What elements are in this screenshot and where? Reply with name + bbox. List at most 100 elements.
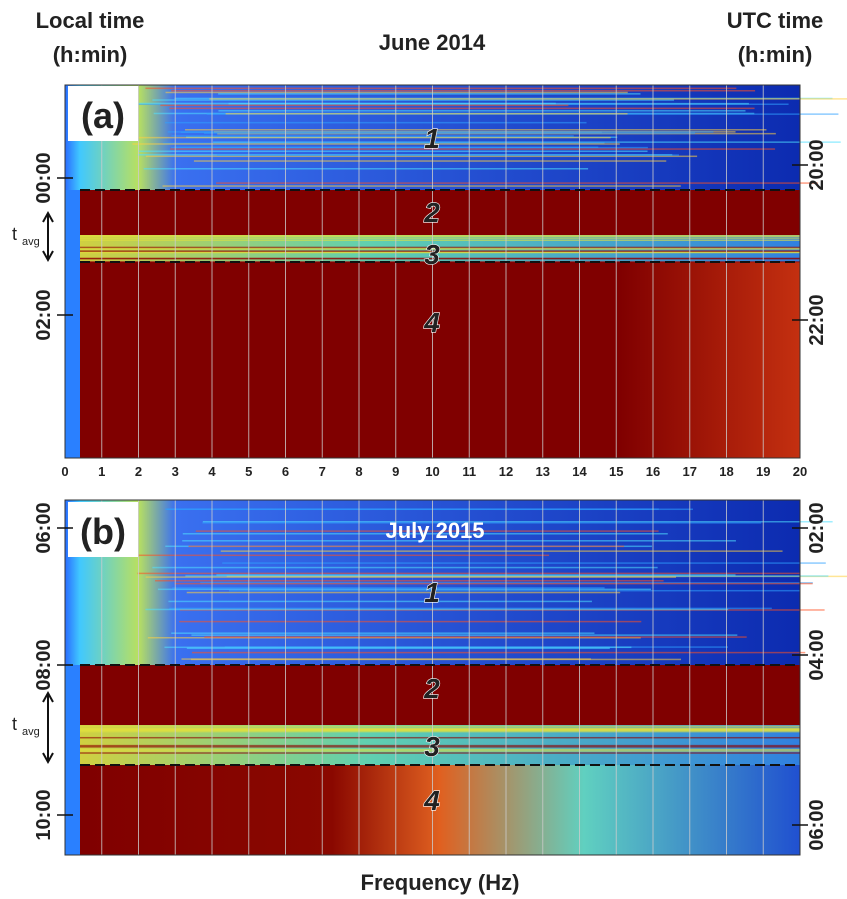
x-tick-label: 9 xyxy=(392,464,399,479)
noise-stripe xyxy=(80,257,800,260)
x-tick-label: 13 xyxy=(536,464,550,479)
x-tick-label: 3 xyxy=(172,464,179,479)
noise-stripe xyxy=(133,102,556,105)
region-label: 2 xyxy=(423,197,440,228)
region-label: 4 xyxy=(423,307,440,338)
noise-stripe xyxy=(216,574,736,576)
noise-stripe xyxy=(163,142,605,144)
noise-stripe xyxy=(193,160,667,162)
noise-stripe xyxy=(185,129,767,131)
noise-stripe xyxy=(80,725,800,728)
panel-frame xyxy=(64,499,801,856)
x-tick-label: 7 xyxy=(319,464,326,479)
noise-stripe xyxy=(220,550,783,552)
x-axis-label: Frequency (Hz) xyxy=(361,870,520,895)
noise-stripe xyxy=(164,646,632,649)
noise-stripe xyxy=(202,520,833,523)
region-label: 4 xyxy=(423,785,440,816)
x-tick-label: 17 xyxy=(683,464,697,479)
panel-label: (a) xyxy=(81,95,125,136)
region-2 xyxy=(80,665,800,725)
right-label: UTC time xyxy=(727,8,824,33)
x-tick-label: 18 xyxy=(719,464,733,479)
noise-stripe xyxy=(165,508,659,510)
noise-stripe xyxy=(152,566,658,569)
right-label: (h:min) xyxy=(738,42,813,67)
noise-stripe xyxy=(138,150,648,153)
x-tick-label: 0 xyxy=(61,464,68,479)
noise-stripe xyxy=(165,91,628,94)
region-4 xyxy=(80,765,800,855)
x-tick-label: 8 xyxy=(355,464,362,479)
noise-stripe xyxy=(143,168,589,170)
noise-stripe xyxy=(157,588,652,591)
noise-stripe xyxy=(80,246,800,249)
noise-stripe xyxy=(186,647,610,650)
noise-stripe xyxy=(190,658,682,661)
right-tick-label: 22:00 xyxy=(806,294,828,345)
noise-stripe xyxy=(188,545,625,548)
left-label: (h:min) xyxy=(53,42,128,67)
panel-label: (b) xyxy=(80,511,126,552)
tavg-marker: t avg t avg xyxy=(12,210,54,765)
right-tick-label: 02:00 xyxy=(806,502,828,553)
x-tick-label: 1 xyxy=(98,464,105,479)
noise-stripe xyxy=(169,107,755,110)
noise-stripe xyxy=(80,736,800,739)
x-tick-label: 4 xyxy=(208,464,216,479)
noise-stripe xyxy=(170,148,776,150)
noise-stripe xyxy=(185,575,829,577)
x-tick-label: 6 xyxy=(282,464,289,479)
panel-title: July 2015 xyxy=(385,518,484,543)
noise-stripe xyxy=(171,90,756,92)
right-tick-label: 04:00 xyxy=(806,629,828,680)
arrow-head xyxy=(42,210,54,263)
noise-stripe xyxy=(174,582,813,585)
noise-stripe xyxy=(171,632,595,634)
x-tick-label: 11 xyxy=(462,464,476,479)
left-tick-label: 08:00 xyxy=(33,639,55,690)
noise-stripe xyxy=(167,131,714,133)
noise-stripe xyxy=(204,636,747,638)
tavg-sub: avg xyxy=(22,726,40,738)
noise-stripe xyxy=(152,99,674,101)
noise-stripe xyxy=(80,750,800,752)
noise-stripe xyxy=(80,730,800,733)
noise-stripe xyxy=(202,522,762,524)
noise-stripe xyxy=(80,746,800,748)
region-label: 1 xyxy=(424,123,440,154)
x-tick-label: 5 xyxy=(245,464,252,479)
noise-stripe xyxy=(145,155,698,158)
left-label: Local time xyxy=(36,8,145,33)
noise-stripe xyxy=(145,87,737,90)
region-label: 1 xyxy=(424,577,440,608)
region-2 xyxy=(80,190,800,235)
tavg-sub: avg xyxy=(22,236,40,248)
label-box xyxy=(68,502,138,557)
noise-stripe xyxy=(191,651,806,654)
x-tick-label: 12 xyxy=(499,464,513,479)
noise-stripe xyxy=(145,608,729,611)
region-label: 2 xyxy=(423,673,440,704)
x-tick-label: 20 xyxy=(793,464,807,479)
low-freq-strip xyxy=(65,190,80,458)
noise-stripe xyxy=(228,589,801,592)
region-label: 3 xyxy=(424,239,440,270)
noise-stripe xyxy=(218,93,641,95)
noise-stripe xyxy=(169,607,772,610)
noise-stripe xyxy=(155,579,664,582)
x-tick-label: 16 xyxy=(646,464,660,479)
x-tick-label: 10 xyxy=(425,464,439,479)
noise-stripe xyxy=(165,121,587,124)
label-box xyxy=(68,86,138,141)
noise-stripe xyxy=(172,587,605,589)
noise-stripe xyxy=(80,727,800,729)
noise-stripe xyxy=(80,251,800,254)
noise-stripe xyxy=(186,591,621,594)
noise-stripe xyxy=(80,729,800,731)
noise-stripe xyxy=(80,752,800,754)
tavg: t xyxy=(12,224,17,244)
x-tick-label: 2 xyxy=(135,464,142,479)
noise-stripe xyxy=(80,728,800,730)
region-label: 3 xyxy=(424,731,440,762)
